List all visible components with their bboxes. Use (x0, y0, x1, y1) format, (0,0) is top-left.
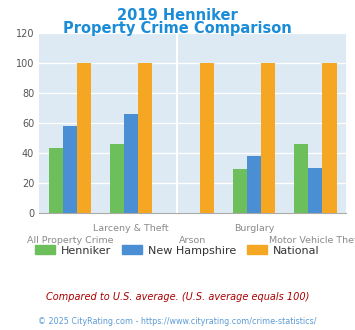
Legend: Henniker, New Hampshire, National: Henniker, New Hampshire, National (31, 241, 324, 260)
Bar (322, 63, 337, 213)
Text: © 2025 CityRating.com - https://www.cityrating.com/crime-statistics/: © 2025 CityRating.com - https://www.city… (38, 317, 317, 326)
Text: Larceny & Theft: Larceny & Theft (93, 224, 169, 233)
Bar (110, 144, 124, 213)
Text: Compared to U.S. average. (U.S. average equals 100): Compared to U.S. average. (U.S. average … (46, 292, 309, 302)
Bar (77, 63, 91, 213)
Bar (294, 144, 308, 213)
Text: All Property Crime: All Property Crime (27, 236, 113, 245)
Text: Burglary: Burglary (234, 224, 274, 233)
Bar (233, 169, 247, 213)
Text: Motor Vehicle Theft: Motor Vehicle Theft (269, 236, 355, 245)
Bar (63, 126, 77, 213)
Bar (49, 148, 63, 213)
Text: 2019 Henniker: 2019 Henniker (117, 8, 238, 23)
Text: Property Crime Comparison: Property Crime Comparison (63, 21, 292, 36)
Bar (124, 114, 138, 213)
Bar (308, 168, 322, 213)
Bar (200, 63, 214, 213)
Bar (138, 63, 152, 213)
Bar (261, 63, 275, 213)
Text: Arson: Arson (179, 236, 206, 245)
Bar (247, 156, 261, 213)
